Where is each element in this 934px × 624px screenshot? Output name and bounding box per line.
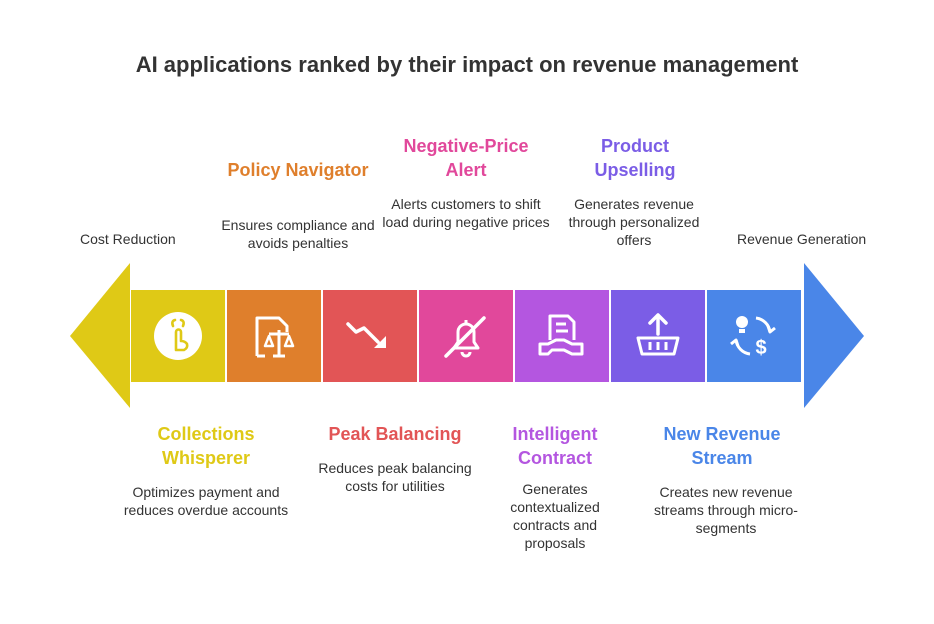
stage-desc-negative-price-alert: Alerts customers to shift load during ne…	[382, 196, 550, 230]
segment-negative-price-alert	[419, 290, 513, 382]
bell-off-icon	[444, 316, 486, 358]
idea-dollar-icon: $	[730, 316, 776, 359]
stage-title-new-revenue-stream: New Revenue Stream	[663, 424, 781, 468]
stage-title-peak-balancing: Peak Balancing	[328, 424, 462, 444]
page-title: AI applications ranked by their impact o…	[135, 52, 799, 77]
stage-title-negative-price-alert: Negative-Price Alert	[403, 136, 529, 180]
revenue-generation-label: Revenue Generation	[737, 231, 867, 247]
stage-desc-policy-navigator: Ensures compliance and avoids penalties	[221, 217, 375, 251]
svg-text:$: $	[755, 337, 766, 359]
stage-desc-peak-balancing: Reduces peak balancing costs for utiliti…	[318, 460, 472, 494]
stage-title-policy-navigator: Policy Navigator	[227, 160, 369, 180]
right-arrow-head	[804, 263, 864, 408]
hand-finger-icon	[154, 312, 202, 360]
stage-title-product-upselling: Product Upselling	[594, 136, 676, 180]
segment-peak-balancing	[323, 290, 417, 382]
stage-desc-product-upselling: Generates revenue through personalized o…	[568, 196, 700, 248]
cost-reduction-label: Cost Reduction	[80, 231, 176, 247]
stage-desc-new-revenue-stream: Creates new revenue streams through micr…	[654, 484, 798, 536]
stage-title-intelligent-contract: Intelligent Contract	[512, 424, 598, 468]
stage-desc-intelligent-contract: Generates contextualized contracts and p…	[510, 481, 600, 551]
stage-desc-collections-whisperer: Optimizes payment and reduces overdue ac…	[123, 484, 289, 518]
segment-collections-whisperer	[131, 290, 225, 382]
basket-upload-icon	[636, 313, 680, 356]
trend-down-icon	[346, 322, 386, 348]
segment-new-revenue-stream: $	[707, 290, 801, 382]
segment-product-upselling	[611, 290, 705, 382]
stage-title-collections-whisperer: Collections Whisperer	[157, 424, 255, 468]
contract-handshake-icon	[538, 314, 584, 356]
segment-policy-navigator	[227, 290, 321, 382]
left-arrow-head	[70, 263, 130, 408]
document-scales-icon	[255, 316, 295, 358]
segment-intelligent-contract	[515, 290, 609, 382]
